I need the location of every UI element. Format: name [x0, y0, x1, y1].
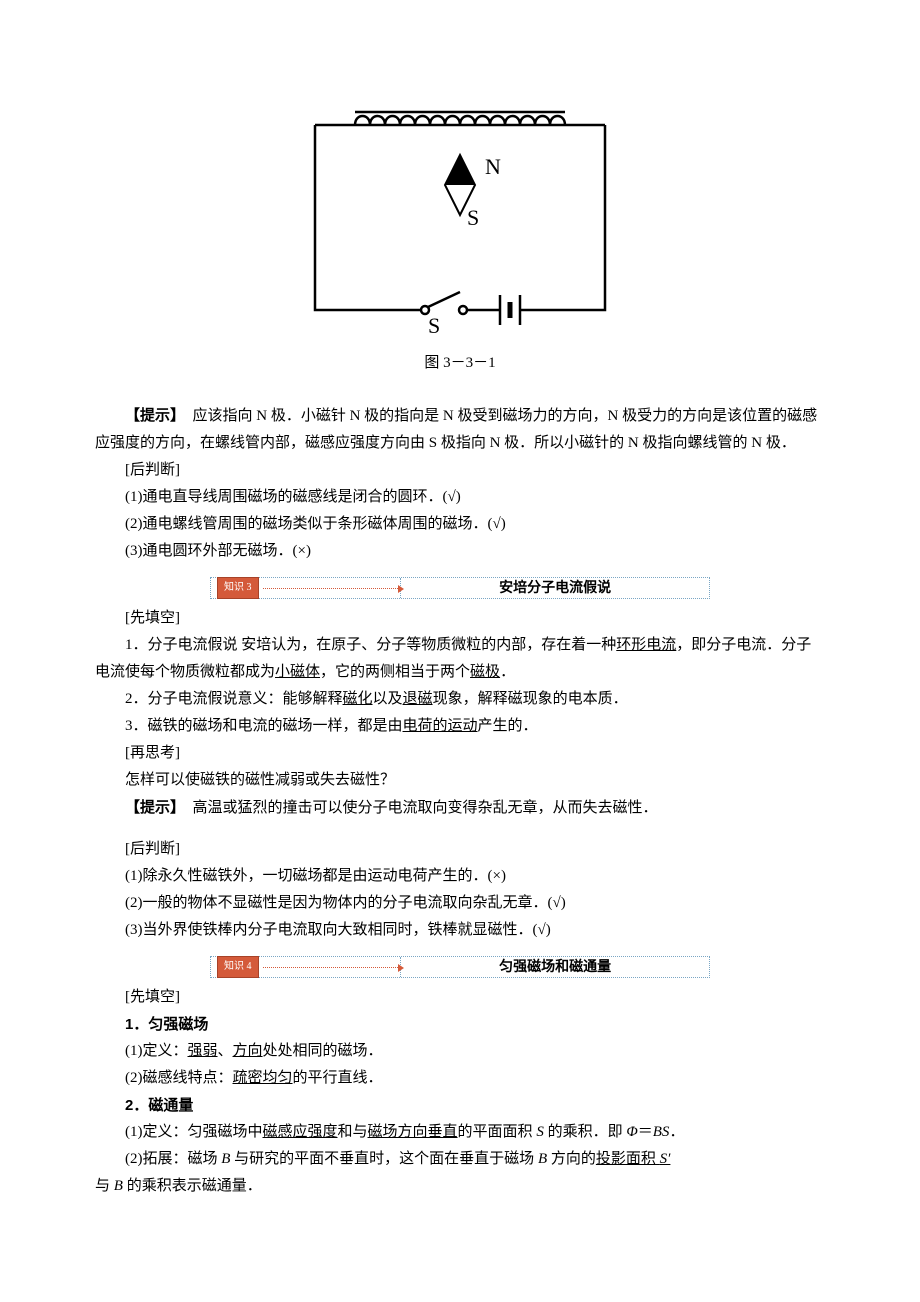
- fill-title-3: [先填空]: [95, 605, 825, 632]
- fill-title-4: [先填空]: [95, 984, 825, 1011]
- figure-caption: 图 3－3－1: [95, 350, 825, 377]
- sec4-h2: 2．磁通量: [95, 1092, 825, 1119]
- fill3-p2: 2．分子电流假说意义：能够解释磁化以及退磁现象，解释磁现象的电本质．: [95, 686, 825, 713]
- banner-left: 知识 3: [211, 578, 400, 598]
- judge2-item-2: (2)一般的物体不显磁性是因为物体内的分子电流取向杂乱无章．(√): [95, 890, 825, 917]
- section-banner-4: 知识 4 匀强磁场和磁通量: [210, 956, 710, 978]
- section-banner-3: 知识 3 安培分子电流假说: [210, 577, 710, 599]
- sec4-d1: (1)定义：强弱、方向处处相同的磁场．: [95, 1038, 825, 1065]
- think-question: 怎样可以使磁铁的磁性减弱或失去磁性？: [95, 767, 825, 794]
- sec4-d3: (1)定义：匀强磁场中磁感应强度和与磁场方向垂直的平面面积 S 的乘积．即 Φ＝…: [95, 1119, 825, 1146]
- hint-2: 【提示】 高温或猛烈的撞击可以使分子电流取向变得杂乱无章，从而失去磁性．: [95, 794, 825, 822]
- figure-3-3-1: N S S: [95, 90, 825, 340]
- banner-title-3: 安培分子电流假说: [400, 578, 709, 598]
- judge1-item-2: (2)通电螺线管周围的磁场类似于条形磁体周围的磁场．(√): [95, 511, 825, 538]
- judge1-item-1: (1)通电直导线周围磁场的磁感线是闭合的圆环．(√): [95, 484, 825, 511]
- sec4-h1: 1．匀强磁场: [95, 1011, 825, 1038]
- fill3-p3: 3．磁铁的磁场和电流的磁场一样，都是由电荷的运动产生的．: [95, 713, 825, 740]
- banner-badge-3: 知识 3: [217, 577, 259, 599]
- hint-1: 【提示】 应该指向 N 极．小磁针 N 极的指向是 N 极受到磁场力的方向，N …: [95, 402, 825, 457]
- think-title: [再思考]: [95, 740, 825, 767]
- hint-label: 【提示】: [125, 407, 178, 424]
- judge2-item-3: (3)当外界使铁棒内分子电流取向大致相同时，铁棒就显磁性．(√): [95, 917, 825, 944]
- sec4-d4-line1: (2)拓展：磁场 B 与研究的平面不垂直时，这个面在垂直于磁场 B 方向的投影面…: [95, 1146, 825, 1173]
- compass-s-label: S: [467, 205, 479, 230]
- banner-title-4: 匀强磁场和磁通量: [400, 957, 709, 977]
- judge2-item-1: (1)除永久性磁铁外，一切磁场都是由运动电荷产生的．(×): [95, 863, 825, 890]
- judge1-item-3: (3)通电圆环外部无磁场．(×): [95, 538, 825, 565]
- banner-badge-4: 知识 4: [217, 956, 259, 978]
- judge2-title: [后判断]: [95, 836, 825, 863]
- compass-n-label: N: [485, 154, 501, 179]
- banner-left-4: 知识 4: [211, 957, 400, 977]
- hint-text: 应该指向 N 极．小磁针 N 极的指向是 N 极受到磁场力的方向，N 极受力的方…: [95, 408, 817, 451]
- fill3-p1: 1．分子电流假说 安培认为，在原子、分子等物质微粒的内部，存在着一种环形电流，即…: [95, 632, 825, 686]
- sec4-d4-line2: 与 B 的乘积表示磁通量．: [95, 1173, 825, 1200]
- judge1-title: [后判断]: [95, 457, 825, 484]
- arrow-icon: [263, 588, 401, 589]
- arrow-icon: [263, 967, 401, 968]
- switch-s-label: S: [428, 313, 440, 338]
- circuit-svg: N S S: [295, 90, 625, 340]
- sec4-d2: (2)磁感线特点：疏密均匀的平行直线．: [95, 1065, 825, 1092]
